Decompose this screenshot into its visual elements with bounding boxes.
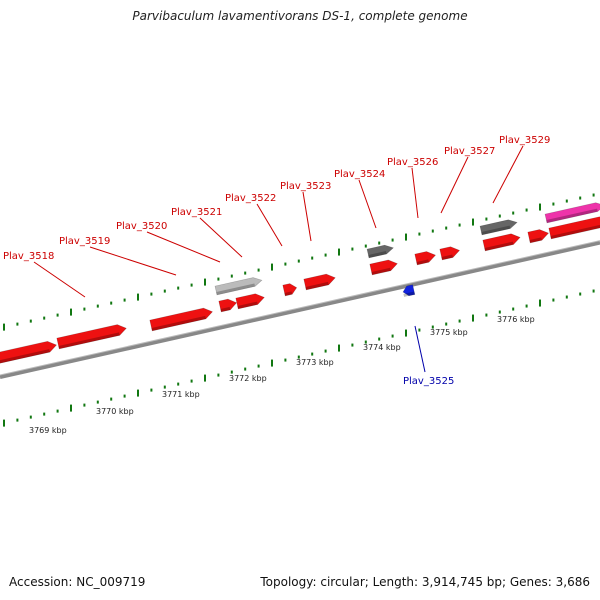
gene-block-rna (544, 202, 600, 224)
gene-label-plav-3521[interactable]: Plav_3521 (171, 207, 222, 218)
gene-label-plav-3519[interactable]: Plav_3519 (59, 236, 110, 247)
gene-arrow-plav-3524-b-shadow (371, 267, 391, 275)
gene-block-grey-a-body (366, 244, 394, 259)
gene-arrow-plav-3529 (527, 229, 550, 244)
gene-label-plav-3522[interactable]: Plav_3522 (225, 193, 276, 204)
gene-block-grey-b-shadow (481, 225, 511, 235)
kbp-label-3776: 3776 kbp (497, 315, 535, 324)
gene-arrow-plav-3529-shadow (529, 237, 542, 243)
gene-label-plav-3524[interactable]: Plav_3524 (334, 169, 385, 180)
gene-block-rna-shadow (546, 208, 598, 223)
gene-block-light-body (214, 277, 263, 296)
gene-arrow-plav-3520-shadow (151, 315, 206, 331)
leader-plav-3529 (492, 145, 524, 204)
gene-arrow-plav-3519-shadow (58, 332, 120, 349)
backbone-line (0, 240, 600, 379)
gene-arrow-plav-3527-shadow (441, 254, 453, 260)
gene-arrow-plav-3528-shadow (484, 241, 514, 251)
gene-block-grey-a-shadow (368, 251, 387, 258)
gene-block-rna-body (544, 202, 600, 224)
gene-arrow-plav-3526-body (414, 251, 437, 266)
gene-arrow-plav-3518 (0, 341, 58, 365)
gene-arrow-plav-3521-body (218, 298, 238, 313)
gene-arrow-plav-3524-b-body (369, 259, 398, 276)
leader-plav-3520 (146, 231, 221, 263)
gene-arrow-plav-3519 (56, 324, 127, 350)
gene-arrow-plav-3530-shadow (550, 224, 600, 239)
gene-arrow-plav-3525 (402, 284, 416, 297)
kbp-label-3771: 3771 kbp (162, 390, 200, 399)
gene-arrow-plav-3530 (548, 216, 600, 240)
gene-arrow-plav-3521-shadow (220, 306, 231, 312)
leader-plav-3522 (256, 203, 283, 247)
gene-arrow-plav-3527 (439, 246, 461, 261)
gene-label-plav-3527[interactable]: Plav_3527 (444, 146, 495, 157)
gene-arrow-plav-3524-a (303, 273, 336, 291)
gene-label-plav-3520[interactable]: Plav_3520 (116, 221, 167, 232)
accession-text: Accession: NC_009719 (9, 575, 146, 589)
leader-plav-3521 (199, 217, 243, 258)
gene-arrow-plav-3519-body (56, 324, 127, 350)
gene-label-plav-3529[interactable]: Plav_3529 (499, 135, 550, 146)
gene-arrow-plav-3524-a-body (303, 273, 336, 291)
kbp-label-3769: 3769 kbp (29, 426, 67, 435)
gene-label-plav-3518[interactable]: Plav_3518 (3, 251, 54, 262)
gene-block-light-shadow (216, 283, 256, 295)
gene-arrow-plav-3528-body (482, 233, 521, 252)
gene-arrow-plav-3523-shadow (284, 291, 293, 296)
gene-arrow-plav-3518-body (0, 341, 58, 365)
gene-block-grey-a (366, 244, 394, 259)
leader-plav-3524 (358, 179, 377, 229)
kbp-label-3773: 3773 kbp (296, 358, 334, 367)
gene-arrow-plav-3530-body (548, 216, 600, 240)
kbp-label-3770: 3770 kbp (96, 407, 134, 416)
map-title: Parvibaculum lavamentivorans DS-1, compl… (132, 9, 468, 23)
gene-arrow-plav-3522 (235, 293, 265, 310)
leader-plav-3526 (411, 167, 419, 219)
gene-label-plav-3523[interactable]: Plav_3523 (280, 181, 331, 192)
kbp-label-3775: 3775 kbp (430, 328, 468, 337)
gene-arrow-plav-3524-a-shadow (305, 281, 329, 290)
gene-arrow-plav-3529-body (527, 229, 550, 244)
gene-block-light (214, 277, 263, 296)
gene-arrow-plav-3527-body (439, 246, 461, 261)
gene-arrow-plav-3522-body (235, 293, 265, 310)
kbp-label-3772: 3772 kbp (229, 374, 267, 383)
backbone-highlight (0, 240, 600, 376)
gene-arrow-plav-3520 (149, 307, 213, 332)
gene-label-plav-3526[interactable]: Plav_3526 (387, 157, 438, 168)
gene-arrow-plav-3520-body (149, 307, 213, 332)
leader-plav-3527 (440, 156, 469, 214)
gene-arrow-plav-3521 (218, 298, 238, 313)
kbp-label-3774: 3774 kbp (363, 343, 401, 352)
leader-plav-3523 (302, 191, 312, 242)
genome-info-text: Topology: circular; Length: 3,914,745 bp… (260, 575, 590, 589)
leader-plav-3525 (414, 325, 426, 373)
gene-arrow-plav-3526-shadow (416, 259, 429, 265)
gene-arrow-plav-3526 (414, 251, 437, 266)
gene-arrow-plav-3523-body (282, 283, 298, 297)
gene-arrow-plav-3518-shadow (0, 349, 50, 364)
gene-arrow-plav-3523 (282, 283, 298, 297)
gene-arrow-plav-3524-b (369, 259, 398, 276)
leader-plav-3518 (33, 261, 86, 298)
gene-arrow-plav-3522-shadow (237, 301, 258, 309)
gene-block-grey-b (479, 219, 518, 236)
leader-plav-3519 (89, 246, 177, 276)
gene-arrow-plav-3528 (482, 233, 521, 252)
gene-label-plav-3525[interactable]: Plav_3525 (403, 376, 454, 387)
gene-arrow-plav-3525-body (402, 284, 416, 297)
gene-arrow-plav-3525-shadow (403, 291, 415, 297)
gene-block-grey-b-body (479, 219, 518, 236)
